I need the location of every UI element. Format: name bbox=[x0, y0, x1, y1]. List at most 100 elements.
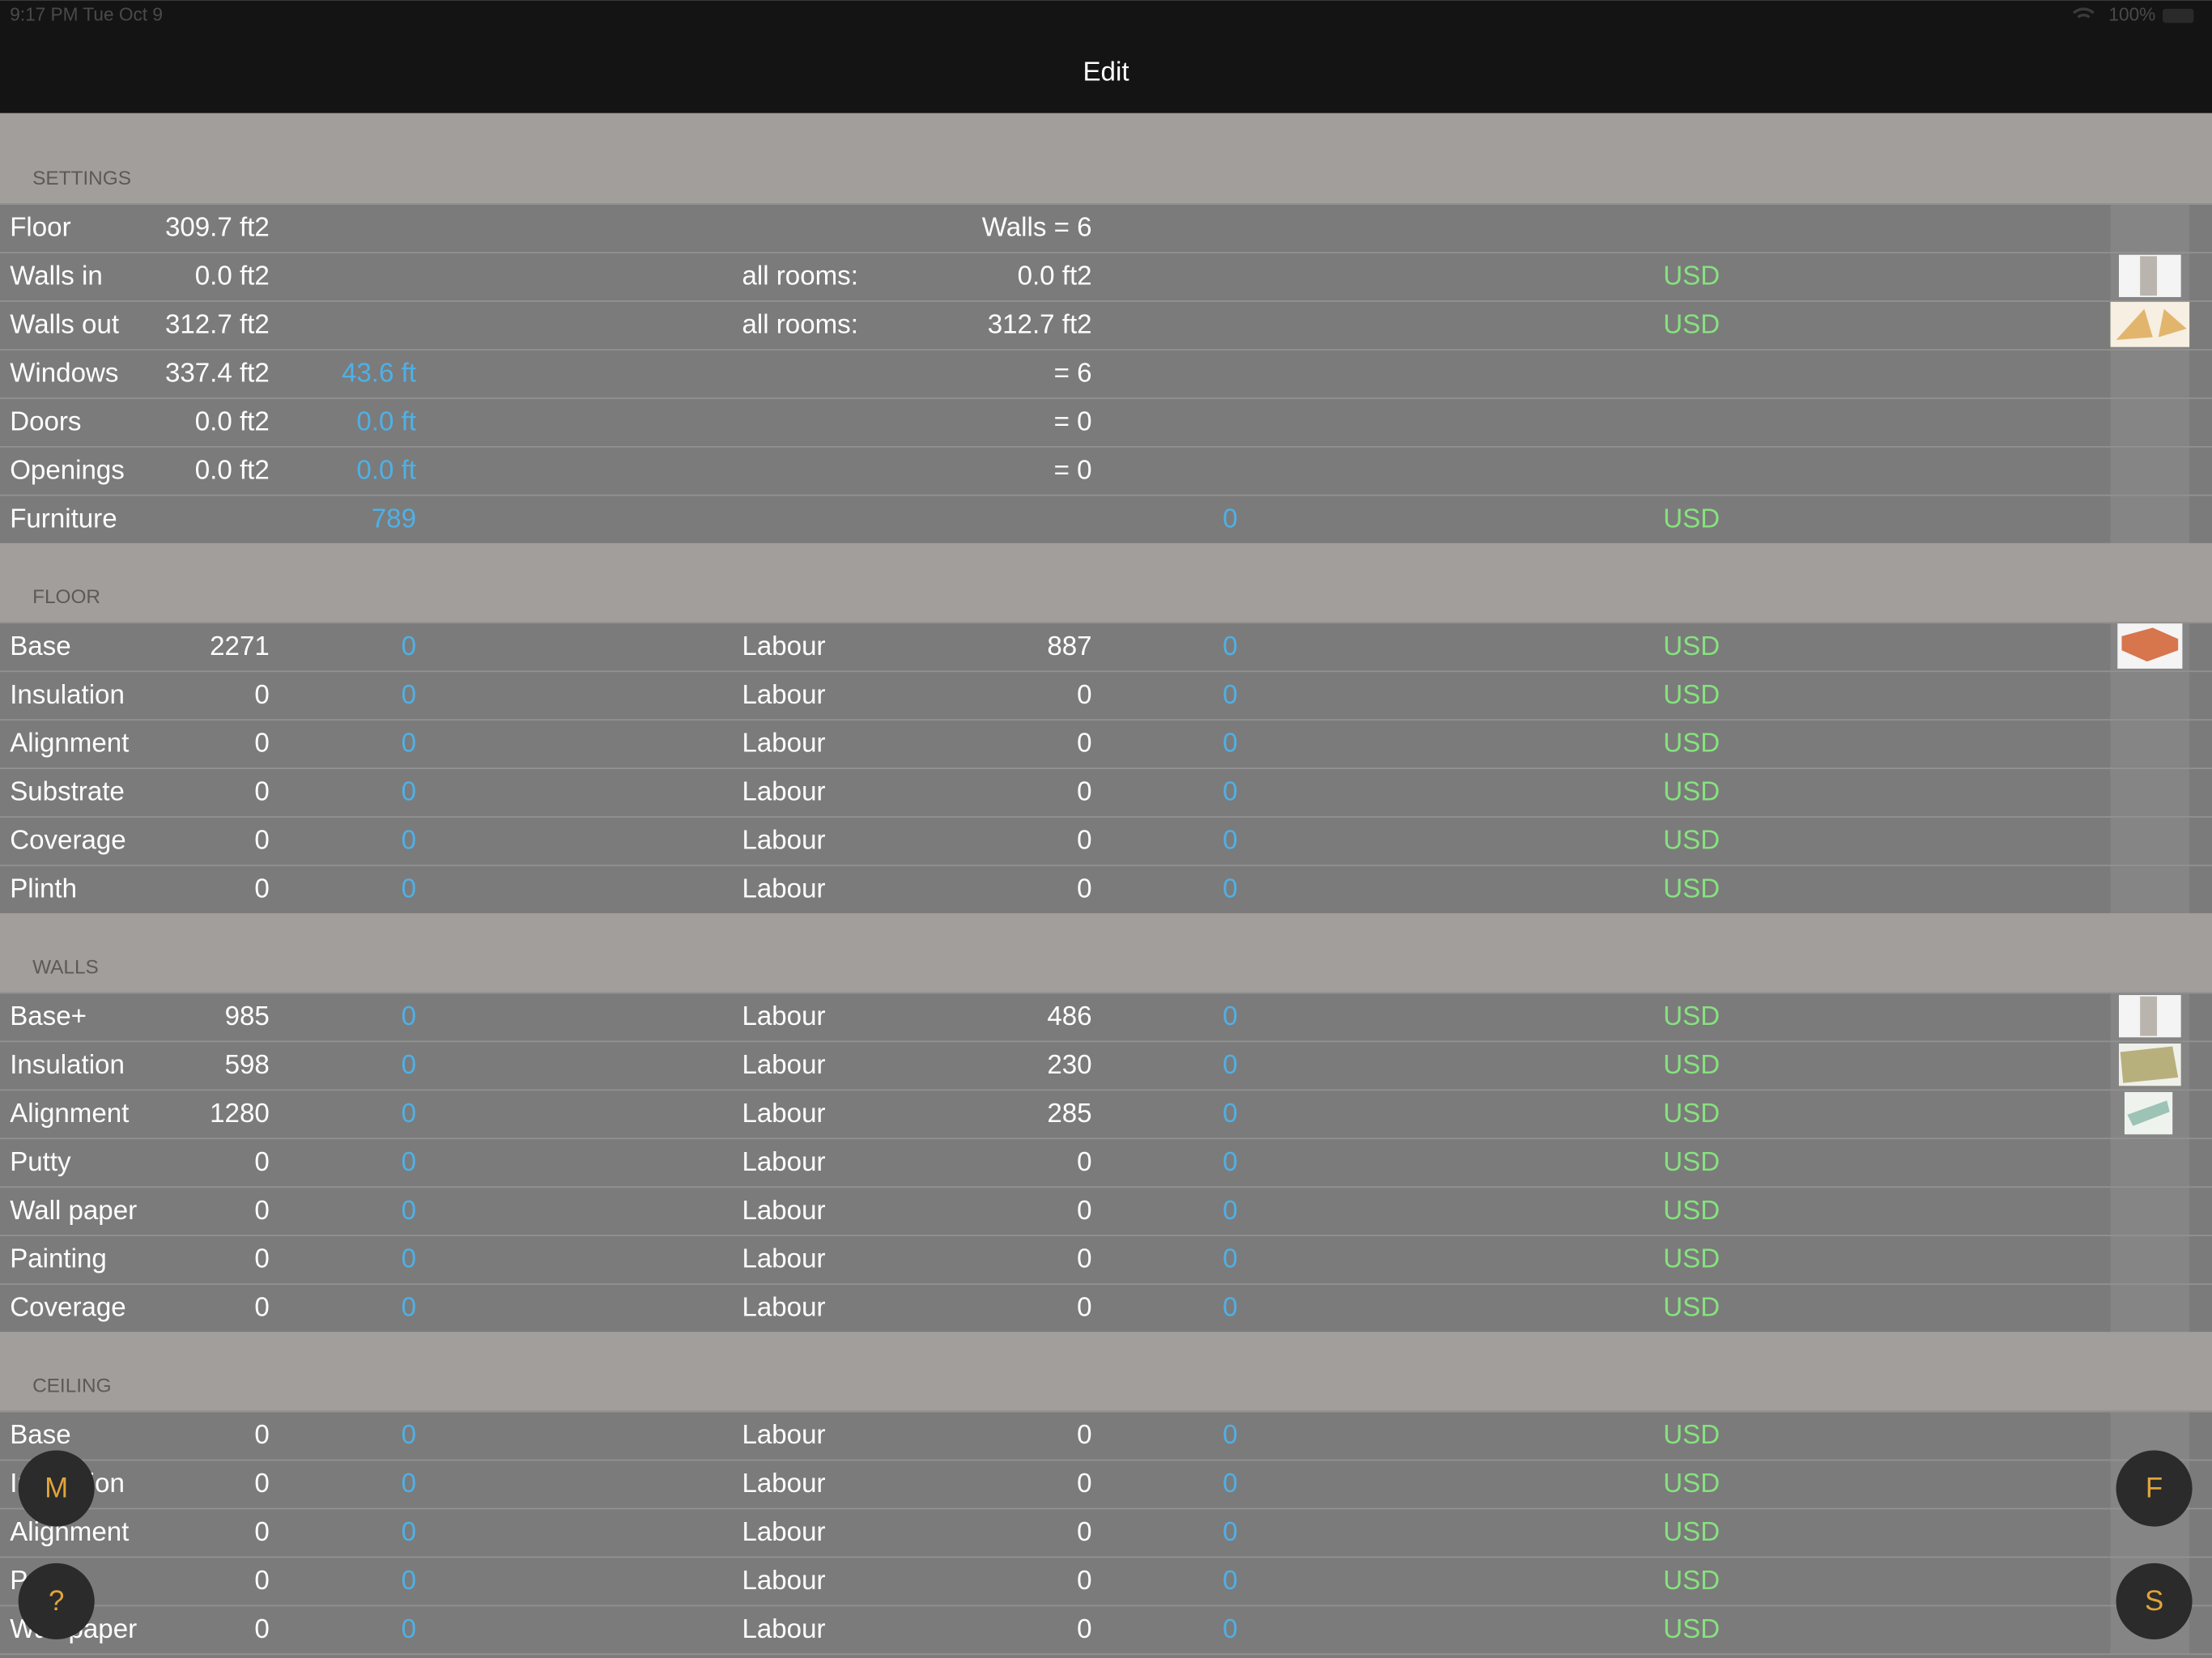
cell-qty: 0 bbox=[254, 826, 269, 856]
row-side bbox=[2110, 670, 2190, 720]
thumbnail-shape bbox=[2140, 996, 2158, 1036]
cell-mid: Labour bbox=[742, 1614, 825, 1644]
cell-label: Base bbox=[10, 1420, 70, 1450]
cell-currency: USD bbox=[1663, 1566, 1720, 1596]
cell-cost: 0 bbox=[402, 1147, 416, 1177]
cell-label: Putty bbox=[10, 1147, 71, 1177]
cell-currency: USD bbox=[1663, 826, 1720, 856]
cell-label: Coverage bbox=[10, 826, 126, 856]
cell-qty: 0 bbox=[254, 1196, 269, 1226]
cell-cost2: 0 bbox=[1223, 1566, 1237, 1596]
section-header bbox=[0, 542, 2212, 623]
thumbnail-shape bbox=[2116, 308, 2187, 340]
cell-qty2: 0 bbox=[1077, 1517, 1091, 1547]
cell-cost: 0 bbox=[402, 1566, 416, 1596]
cell-cost2: 0 bbox=[1223, 1099, 1237, 1129]
row bbox=[0, 1507, 2212, 1557]
cell-qty2: 0 bbox=[1077, 1244, 1091, 1274]
cell-cost: 0 bbox=[402, 1420, 416, 1450]
row-side bbox=[2110, 397, 2190, 446]
cell-mid: Labour bbox=[742, 729, 825, 759]
cell-label: Floor bbox=[10, 213, 70, 243]
cell-cost2: 0 bbox=[1223, 874, 1237, 904]
floating-button[interactable] bbox=[18, 1562, 95, 1639]
cell-qty: 985 bbox=[225, 1001, 270, 1031]
cell-qty: 312.7 ft2 bbox=[165, 310, 270, 340]
cell-qty: 0 bbox=[254, 1566, 269, 1596]
cell-currency: USD bbox=[1663, 261, 1720, 291]
cell-qty2: 312.7 ft2 bbox=[988, 310, 1092, 340]
row-side bbox=[2110, 767, 2190, 817]
row bbox=[0, 865, 2212, 914]
cell-mid: Labour bbox=[742, 777, 825, 807]
row bbox=[0, 1653, 2212, 1658]
cell-cost2: 0 bbox=[1223, 729, 1237, 759]
row-side bbox=[2110, 349, 2190, 398]
row bbox=[0, 397, 2212, 446]
floating-button[interactable] bbox=[2116, 1562, 2193, 1639]
row bbox=[0, 445, 2212, 495]
wifi-icon bbox=[2073, 7, 2095, 19]
row bbox=[0, 1605, 2212, 1654]
section-title: WALLS bbox=[32, 956, 99, 978]
cell-qty: 0 bbox=[254, 1244, 269, 1274]
battery-icon bbox=[2163, 8, 2194, 23]
row bbox=[0, 1186, 2212, 1235]
cell-mid: all rooms: bbox=[742, 261, 857, 291]
cell-label: Doors bbox=[10, 406, 81, 436]
nav-title: Edit bbox=[1083, 57, 1129, 87]
cell-label: Openings bbox=[10, 455, 125, 485]
row-side bbox=[2110, 719, 2190, 768]
cell-cost2: 0 bbox=[1223, 1050, 1237, 1080]
section-title: SETTINGS bbox=[32, 168, 131, 189]
cell-cost: 0 bbox=[402, 680, 416, 710]
section-title: CEILING bbox=[32, 1375, 112, 1397]
cell-cost2: 0 bbox=[1223, 1420, 1237, 1450]
cell-currency: USD bbox=[1663, 631, 1720, 661]
cell-currency: USD bbox=[1663, 874, 1720, 904]
cell-label: Base bbox=[10, 631, 70, 661]
cell-mid: Labour bbox=[742, 1196, 825, 1226]
cell-label: Painting bbox=[10, 1244, 107, 1274]
row-side bbox=[2110, 1186, 2190, 1235]
cell-cost: 0 bbox=[402, 1050, 416, 1080]
row bbox=[0, 622, 2212, 671]
section-header bbox=[0, 113, 2212, 204]
row bbox=[0, 992, 2212, 1041]
status-time: 9:17 PM Tue Oct 9 bbox=[10, 4, 163, 25]
cell-mid: Labour bbox=[742, 631, 825, 661]
cell-mid: Labour bbox=[742, 1517, 825, 1547]
floating-button-label[interactable]: M bbox=[45, 1472, 68, 1503]
row bbox=[0, 767, 2212, 817]
cell-qty: 598 bbox=[225, 1050, 270, 1080]
cell-currency: USD bbox=[1663, 1147, 1720, 1177]
cell-label: Insulation bbox=[10, 680, 125, 710]
cell-qty: 0 bbox=[254, 1420, 269, 1450]
cell-currency: USD bbox=[1663, 1420, 1720, 1450]
cell-cost: 0 bbox=[402, 826, 416, 856]
floating-button-label[interactable]: ? bbox=[49, 1585, 64, 1617]
cell-qty2: 0 bbox=[1077, 777, 1091, 807]
cell-cost: 0 bbox=[402, 729, 416, 759]
floating-button-label[interactable]: S bbox=[2145, 1585, 2163, 1617]
cell-qty2: 0 bbox=[1077, 1566, 1091, 1596]
cell-currency: USD bbox=[1663, 777, 1720, 807]
cell-label: Wall paper bbox=[10, 1196, 137, 1226]
floating-button[interactable] bbox=[2116, 1450, 2193, 1527]
cell-qty: 2271 bbox=[210, 631, 270, 661]
cell-mid: Labour bbox=[742, 1566, 825, 1596]
cell-currency: USD bbox=[1663, 1244, 1720, 1274]
cell-mid: Labour bbox=[742, 1293, 825, 1323]
cell-qty2: = 0 bbox=[1054, 455, 1092, 485]
cell-mid: all rooms: bbox=[742, 310, 857, 340]
floating-button[interactable] bbox=[18, 1450, 95, 1527]
cell-mid: Labour bbox=[742, 1147, 825, 1177]
row-side bbox=[2110, 1235, 2190, 1284]
floating-button-label[interactable]: F bbox=[2146, 1472, 2163, 1503]
cell-qty2: 0 bbox=[1077, 1147, 1091, 1177]
row bbox=[0, 670, 2212, 720]
cell-cost: 0 bbox=[402, 1517, 416, 1547]
row bbox=[0, 349, 2212, 398]
cell-qty: 0 bbox=[254, 729, 269, 759]
row bbox=[0, 816, 2212, 865]
